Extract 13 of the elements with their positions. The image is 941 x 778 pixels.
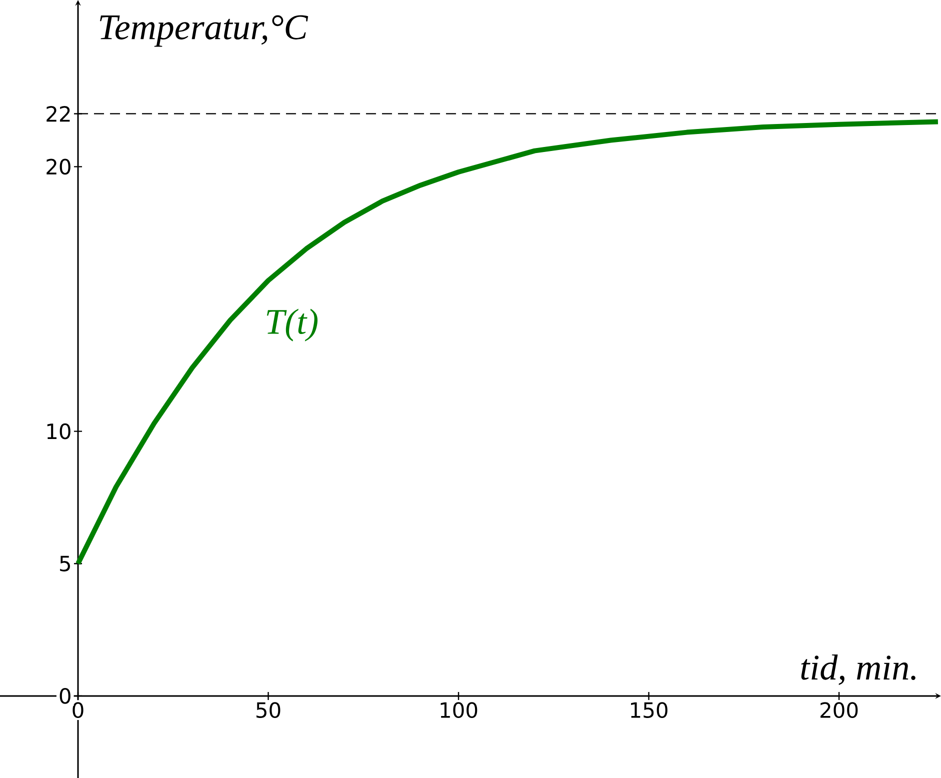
series-label: T(t) xyxy=(266,308,318,342)
x-tick-label: 150 xyxy=(631,702,668,718)
x-tick-label: 50 xyxy=(256,702,280,718)
x-tick-label: 100 xyxy=(440,702,478,718)
x-tick-label: 200 xyxy=(820,702,858,718)
y-tick-label: 0 xyxy=(60,688,70,704)
y-tick-label: 22 xyxy=(46,106,70,122)
y-tick-label: 10 xyxy=(47,423,70,440)
x-axis-title: tid, min. xyxy=(801,654,916,685)
y-tick-label: 20 xyxy=(46,158,70,175)
x-tick-label: 0 xyxy=(72,702,84,718)
y-axis-title: Temperatur,°C xyxy=(100,15,308,47)
y-tick-label: 5 xyxy=(60,556,70,572)
